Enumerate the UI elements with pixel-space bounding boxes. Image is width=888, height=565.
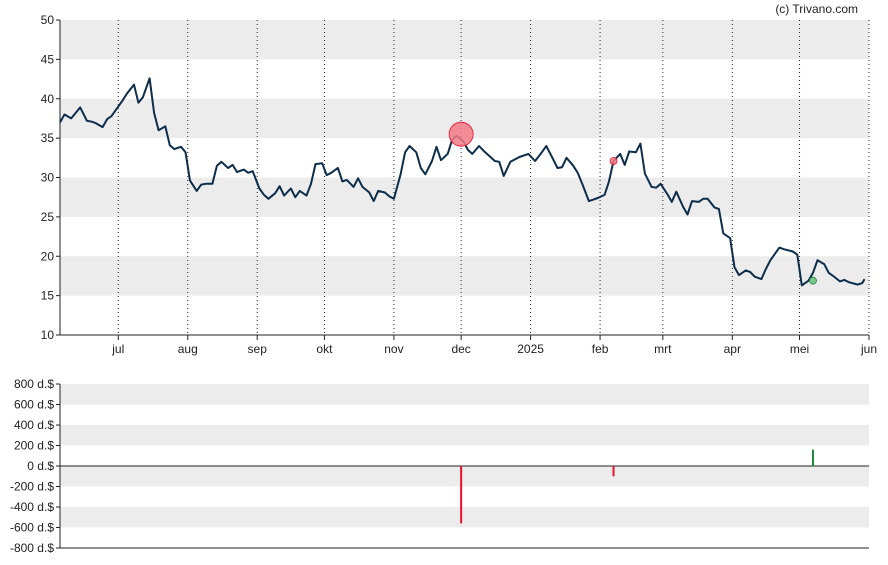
xtick-label-apr: apr: [724, 342, 741, 356]
ytick-label-50: 50: [41, 13, 55, 27]
sell-marker-0: [448, 121, 474, 147]
vband--200-0: [60, 466, 869, 487]
ytick-label-30: 30: [41, 171, 55, 185]
xtick-label-dec: dec: [451, 342, 470, 356]
vtick-label-0: 800 d.$: [14, 377, 54, 391]
ytick-label-15: 15: [41, 289, 55, 303]
vband-200-400: [60, 425, 869, 446]
xtick-label-jun: jun: [860, 342, 877, 356]
ytick-label-20: 20: [41, 249, 55, 263]
vtick-label-8: -800 d.$: [10, 541, 54, 555]
vtick-label-7: -600 d.$: [10, 521, 54, 535]
xtick-label-nov: nov: [384, 342, 403, 356]
xtick-label-sep: sep: [248, 342, 268, 356]
ytick-label-40: 40: [41, 92, 55, 106]
vband-600-800: [60, 384, 869, 405]
xtick-label-mei: mei: [790, 342, 809, 356]
credit-text: (c) Trivano.com: [775, 2, 858, 16]
vtick-label-3: 200 d.$: [14, 439, 54, 453]
price-chart: jul aug sep okt nov dec 2025 feb mrt apr mei jun101…: [41, 13, 877, 356]
band-45-50: [60, 20, 869, 60]
transaction-chart: 800 d.$ 600 d.$ 400 d.$ 200 d.$ 0 d.$ -200 d.…: [10, 377, 869, 555]
band-15-20: [60, 256, 869, 296]
ytick-label-45: 45: [41, 52, 55, 66]
xtick-label-feb: feb: [592, 342, 609, 356]
vtick-label-2: 400 d.$: [14, 418, 54, 432]
ytick-label-35: 35: [41, 131, 55, 145]
ytick-label-25: 25: [41, 210, 55, 224]
buy-marker-2: [809, 276, 817, 285]
sell-marker-1: [609, 157, 618, 165]
vtick-label-6: -400 d.$: [10, 500, 54, 514]
xtick-label-mrt: mrt: [654, 342, 672, 356]
xtick-label-okt: okt: [316, 342, 333, 356]
vtick-label-1: 600 d.$: [14, 398, 54, 412]
xtick-label-2025: 2025: [517, 342, 544, 356]
vtick-label-4: 0 d.$: [27, 459, 54, 473]
vtick-label-5: -200 d.$: [10, 480, 54, 494]
xtick-label-jul: jul: [111, 342, 124, 356]
ytick-label-10: 10: [41, 328, 55, 342]
band-25-30: [60, 177, 869, 217]
xtick-label-aug: aug: [178, 342, 198, 356]
vband--600--400: [60, 507, 869, 528]
